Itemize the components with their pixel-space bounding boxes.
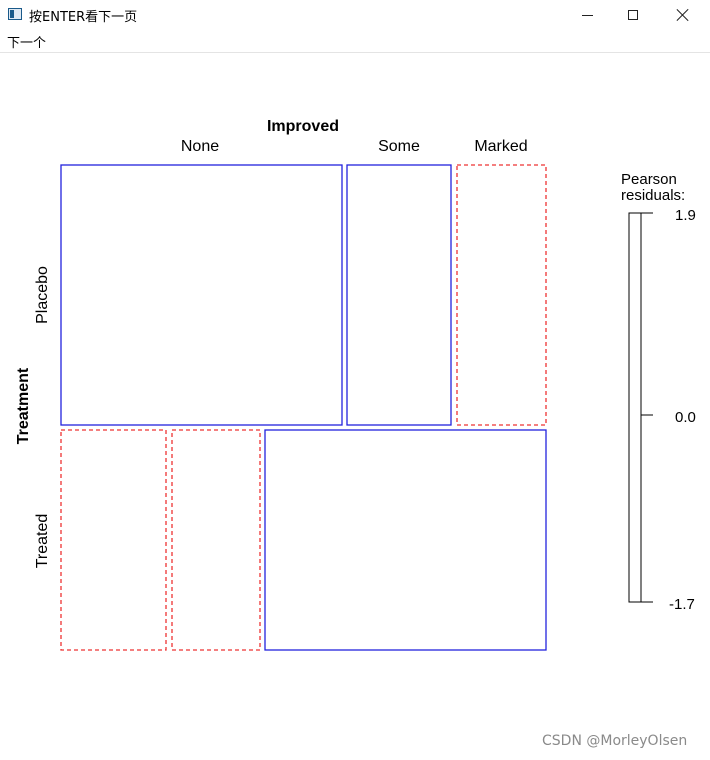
tile-placebo-some <box>346 164 452 426</box>
tile-placebo-none <box>60 164 343 426</box>
row-label-treated: Treated <box>34 514 51 569</box>
tile-placebo-marked <box>456 164 547 426</box>
menubar: 下一个 <box>0 30 710 53</box>
minimize-button[interactable] <box>564 0 610 30</box>
row-label-placebo: Placebo <box>34 266 51 324</box>
maximize-button[interactable] <box>610 0 656 30</box>
row-variable-title: Treatment <box>15 367 32 444</box>
legend-label-mid: 0.0 <box>675 409 696 426</box>
window-title: 按ENTER看下一页 <box>29 10 138 25</box>
maximize-icon <box>628 10 638 20</box>
tile-treated-some <box>171 429 261 651</box>
column-label-some: Some <box>378 138 420 155</box>
watermark-text: CSDN @MorleyOlsen <box>542 733 688 749</box>
legend-label-min: -1.7 <box>669 596 695 613</box>
window-titlebar: 按ENTER看下一页 <box>0 0 710 30</box>
tile-treated-none <box>60 429 167 651</box>
menu-item-next[interactable]: 下一个 <box>7 36 47 51</box>
column-variable-title: Improved <box>267 118 339 135</box>
tile-treated-marked <box>264 429 547 651</box>
legend-title-line2: residuals: <box>621 187 685 204</box>
legend-color-bar <box>628 212 642 603</box>
legend-title-line1: Pearson <box>621 171 677 188</box>
legend-label-max: 1.9 <box>675 207 696 224</box>
app-icon <box>8 8 22 20</box>
column-label-none: None <box>181 138 219 155</box>
column-label-marked: Marked <box>474 138 527 155</box>
minimize-icon <box>581 14 593 16</box>
